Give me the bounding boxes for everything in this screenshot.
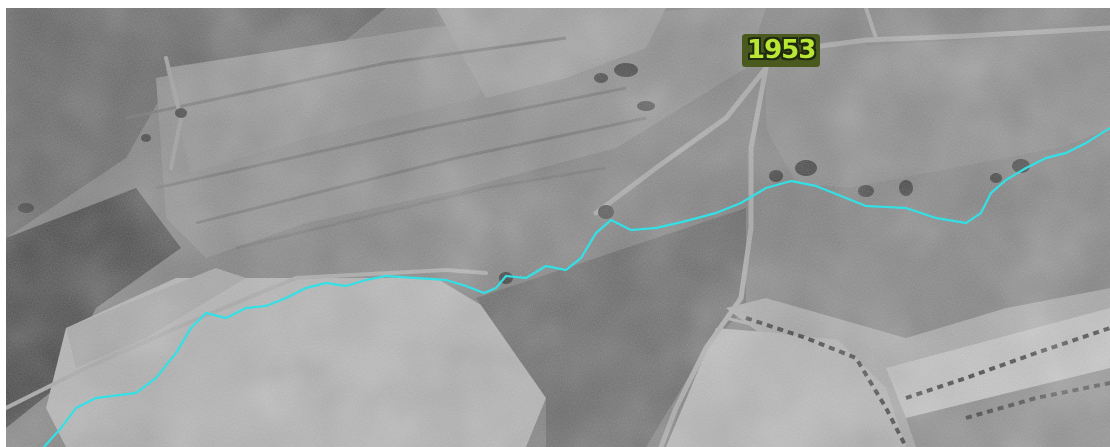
stream-line bbox=[43, 127, 1110, 447]
aerial-photo bbox=[6, 8, 1110, 447]
year-label: 1953 bbox=[742, 34, 821, 67]
aerial-photo-frame[interactable]: 1953 bbox=[6, 8, 1110, 447]
